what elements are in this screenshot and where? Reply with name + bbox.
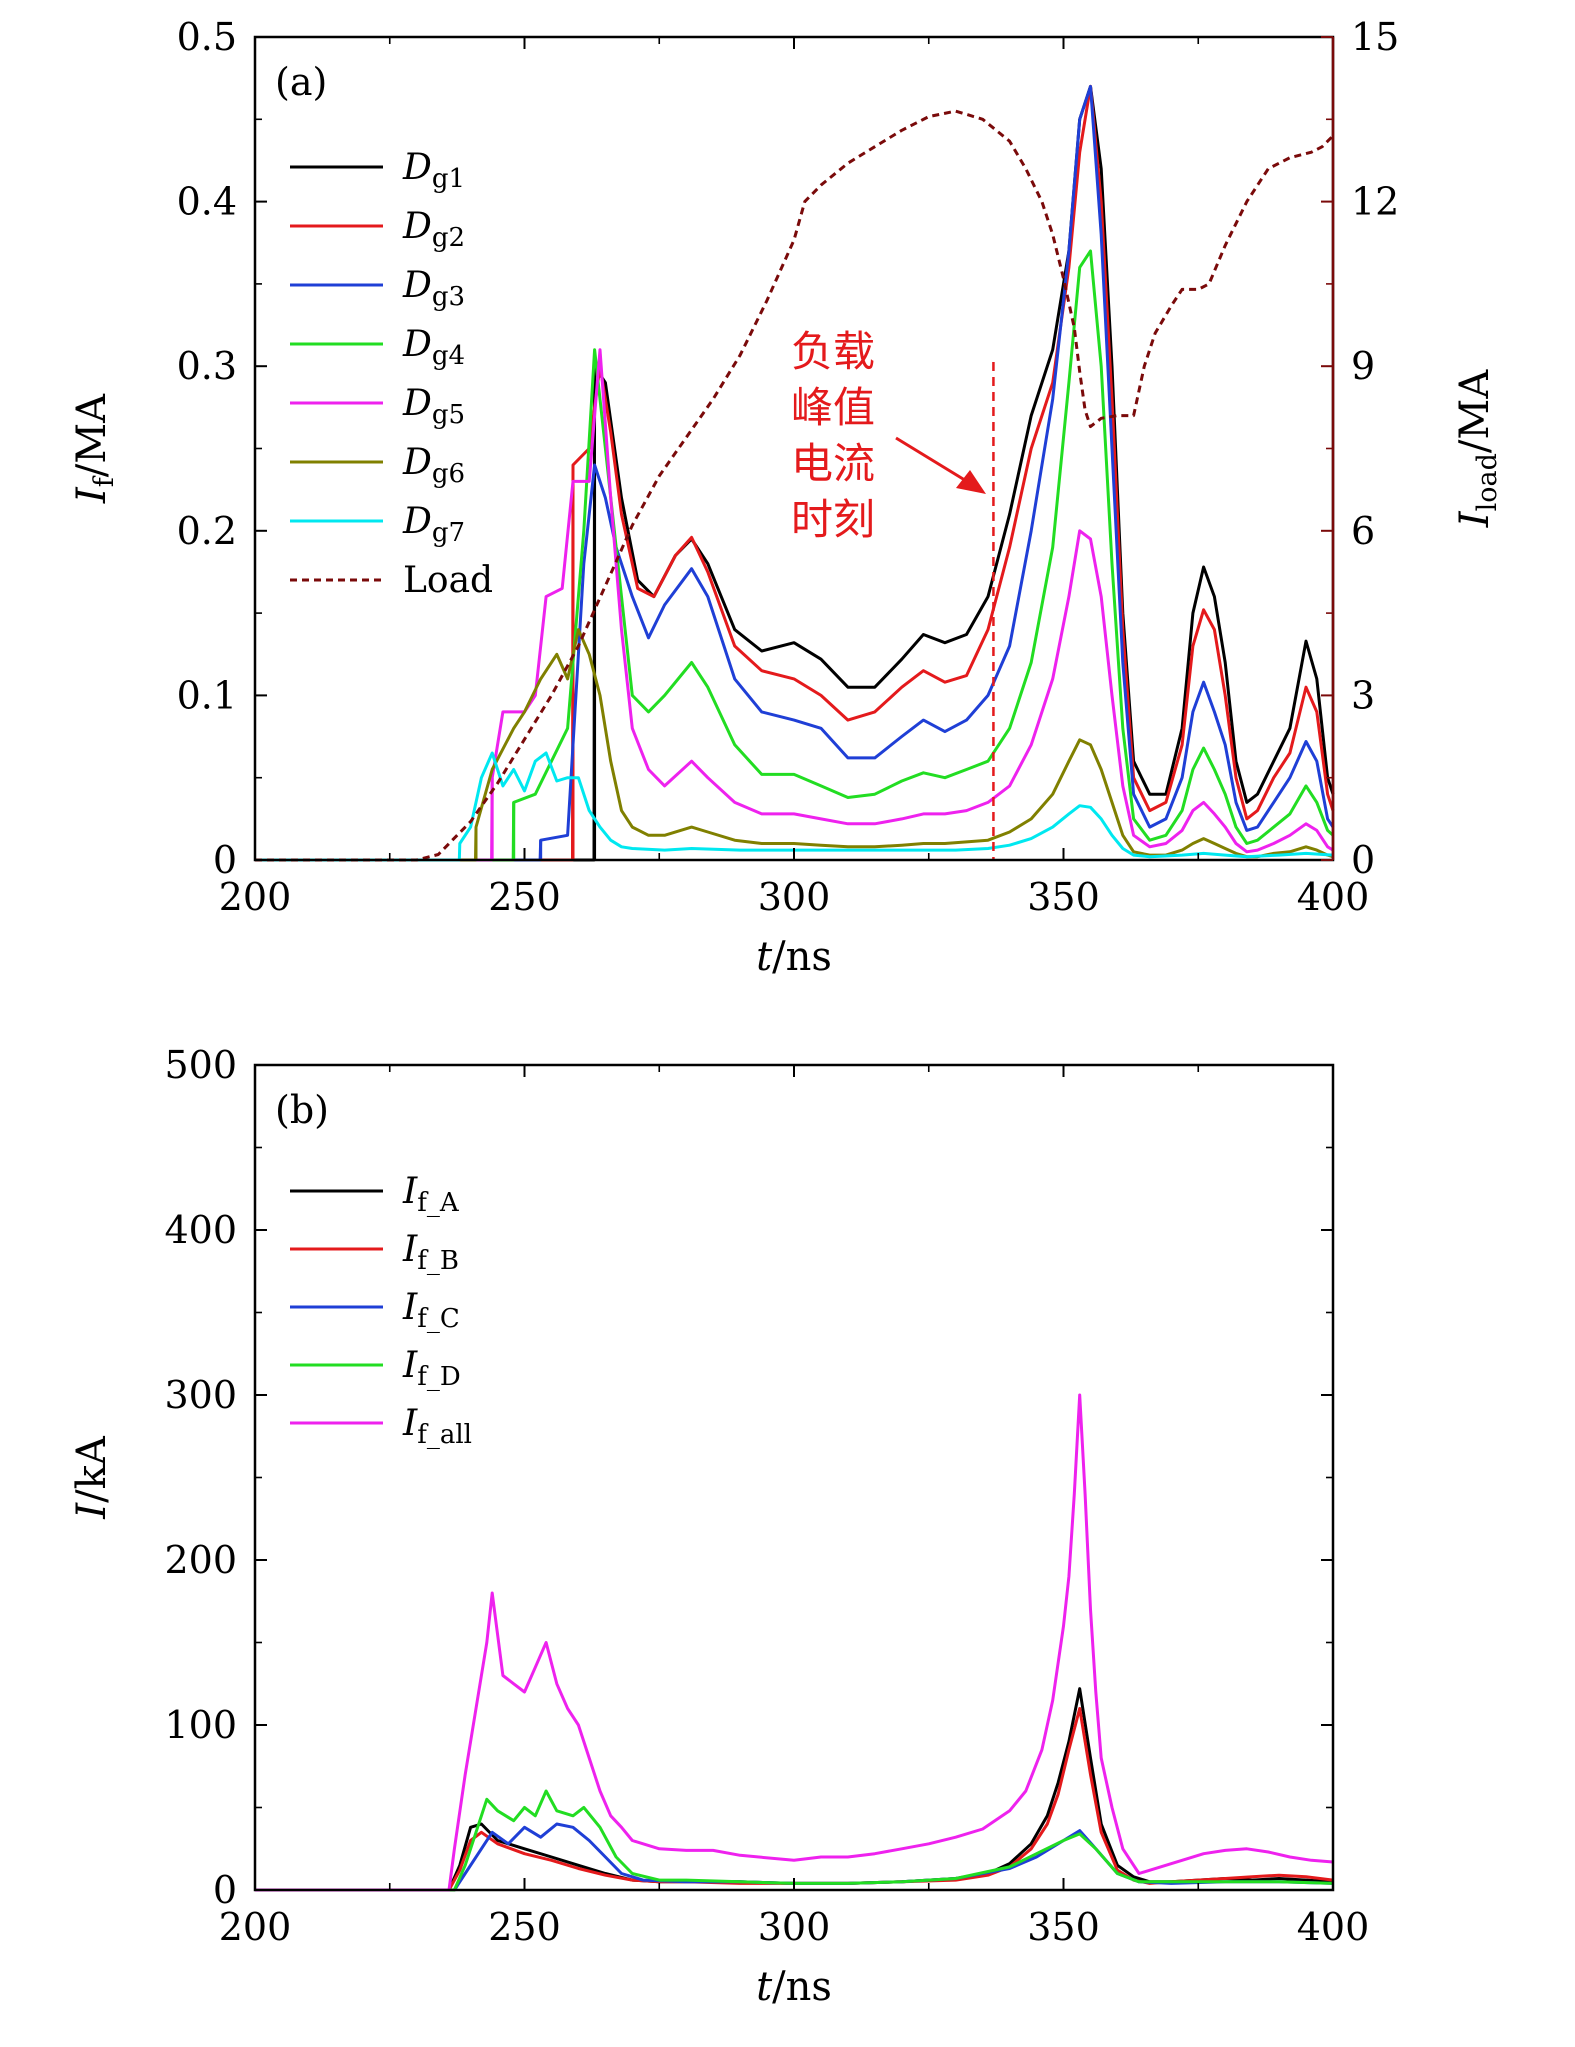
panel-b-y-axis-label: I/kA [69,1435,115,1520]
panel-b-curves [255,1393,1334,1892]
y-tick-label: 200 [164,1538,237,1582]
legend-label-if-all: If_all [402,1403,472,1450]
legend-label-load: Load [403,560,493,601]
legend-label-if-a: If_A [402,1171,460,1218]
legend-label-if-d: If_D [402,1345,461,1392]
annotation-arrow-shaft [895,436,969,484]
series-line-ifall [255,1393,1334,1892]
panel-b-label: (b) [275,1088,329,1132]
series-line-load [255,109,1335,862]
legend-label-dg6: Dg6 [402,442,465,489]
legend-label-dg4: Dg4 [402,324,465,371]
y-tick-label: 500 [164,1043,237,1087]
y-tick-label: 0 [213,1868,237,1912]
x-tick-label: 200 [219,875,292,919]
series-line-dg3 [255,84,1335,862]
y2-tick-label: 9 [1351,344,1375,388]
panel-b: 200 250 300 350 400 0 100 200 300 400 500 (b) t/n… [69,1043,1369,2010]
legend-label-dg1: Dg1 [402,147,465,194]
panel-a-y-axis-label: If/MA [69,393,120,504]
y-tick-label: 0.4 [177,180,237,224]
panel-b-x-ticks: 200 250 300 350 400 [219,1065,1370,1949]
y2-tick-label: 15 [1351,15,1399,59]
y-tick-label: 0.5 [177,15,237,59]
x-tick-label: 300 [758,1905,831,1949]
panel-a-x-ticks: 200 250 300 350 400 [219,37,1370,919]
y-tick-label: 400 [164,1208,237,1252]
panel-b-legend: If_A If_B If_C If_D If_all [290,1171,472,1450]
panel-a-y2-ticks: 0 3 6 9 12 15 [1321,15,1399,882]
panel-b-x-axis-label: t/ns [756,1964,832,2010]
y-tick-label: 300 [164,1373,237,1417]
y2-tick-label: 12 [1351,180,1399,224]
series-line-dg2 [255,84,1335,862]
panel-b-y-ticks: 0 100 200 300 400 500 [164,1043,1333,1912]
y2-tick-label: 0 [1351,838,1375,882]
panel-a-y-ticks: 0 0.1 0.2 0.3 0.4 0.5 [177,15,267,882]
x-tick-label: 350 [1027,1905,1100,1949]
series-line-dg4 [255,249,1335,862]
x-tick-label: 300 [758,875,831,919]
annotation-text-line: 电流 [791,439,875,488]
series-line-dg5 [255,348,1334,862]
x-tick-label: 250 [488,1905,561,1949]
x-tick-label: 400 [1297,1905,1370,1949]
series-line-dg6 [255,628,1334,862]
x-tick-label: 350 [1027,875,1100,919]
y2-tick-label: 6 [1351,509,1375,553]
panel-a-label: (a) [275,60,327,104]
annotation-text-line: 负载 [791,327,875,376]
x-tick-label: 400 [1297,875,1370,919]
y-tick-label: 0.1 [177,673,237,717]
legend-label-dg2: Dg2 [402,206,465,253]
panel-a-x-axis-label: t/ns [756,934,832,980]
annotation-arrow-head [956,470,986,494]
legend-label-if-b: If_B [402,1229,459,1276]
legend-label-dg3: Dg3 [402,265,465,312]
y-tick-label: 0 [213,838,237,882]
y-tick-label: 0.2 [177,509,237,553]
y2-tick-label: 3 [1351,673,1375,717]
y-tick-label: 0.3 [177,344,237,388]
legend-label-dg5: Dg5 [402,383,465,430]
legend-label-if-c: If_C [402,1287,460,1334]
legend-label-dg7: Dg7 [402,501,465,548]
panel-a-legend: Dg1 Dg2 Dg3 Dg4 Dg5 Dg6 Dg7 Load [290,147,493,601]
annotation-text-line: 时刻 [791,495,875,544]
annotation-text-line: 峰值 [791,383,875,432]
panel-a-right-axis-label: Iload/MA [1452,369,1503,529]
x-tick-label: 250 [488,875,561,919]
series-line-ifd [255,1789,1334,1892]
x-tick-label: 200 [219,1905,292,1949]
y-tick-label: 100 [164,1703,237,1747]
